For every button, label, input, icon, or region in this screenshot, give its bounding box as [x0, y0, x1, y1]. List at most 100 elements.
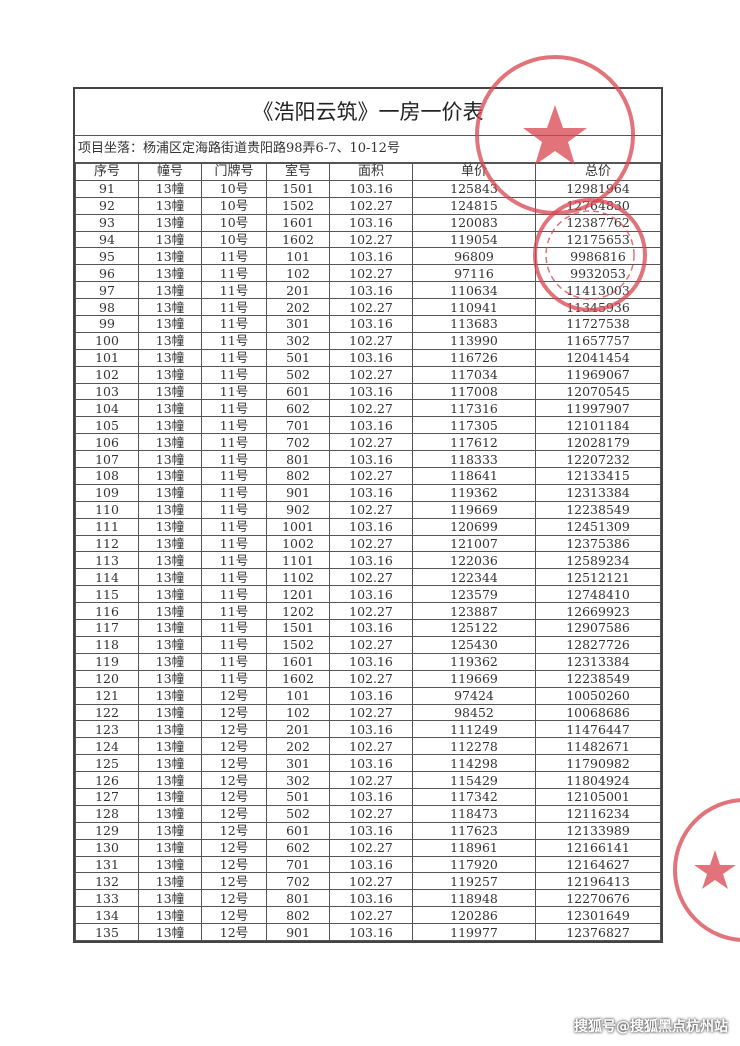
- table-cell: 103.16: [329, 382, 413, 401]
- table-cell: 301: [266, 754, 330, 773]
- table-row: 109 13幢 11号 901 103.16 119362 12313384: [75, 483, 661, 502]
- table-cell: 201: [266, 281, 330, 300]
- table-row: 98 13幢 11号 202 102.27 110941 11345936: [75, 298, 661, 317]
- table-cell: 13幢: [138, 754, 202, 773]
- table-row: 120 13幢 11号 1602 102.27 119669 12238549: [75, 669, 661, 688]
- table-cell: 11413003: [535, 281, 661, 300]
- table-cell: 11号: [201, 416, 267, 435]
- table-cell: 11号: [201, 264, 267, 283]
- table-cell: 102.27: [329, 331, 413, 350]
- table-cell: 102.27: [329, 568, 413, 587]
- table-row: 94 13幢 10号 1602 102.27 119054 12175653: [75, 230, 661, 249]
- table-cell: 12175653: [535, 230, 661, 249]
- table-cell: 13幢: [138, 568, 202, 587]
- table-row: 112 13幢 11号 1002 102.27 121007 12375386: [75, 534, 661, 553]
- watermark: 搜狐号@搜狐黑点杭州站: [574, 1019, 728, 1035]
- table-row: 127 13幢 12号 501 103.16 117342 12105001: [75, 787, 661, 806]
- table-cell: 12号: [201, 804, 267, 823]
- table-cell: 12207232: [535, 450, 661, 469]
- table-cell: 12512121: [535, 568, 661, 587]
- table-cell: 12669923: [535, 602, 661, 621]
- table-cell: 125430: [412, 635, 536, 654]
- table-cell: 12133989: [535, 821, 661, 840]
- table-cell: 1001: [266, 517, 330, 536]
- table-cell: 12907586: [535, 619, 661, 637]
- table-cell: 118473: [412, 804, 536, 823]
- table-cell: 12号: [201, 872, 267, 891]
- table-cell: 113: [75, 551, 139, 570]
- table-row: 128 13幢 12号 502 102.27 118473 12116234: [75, 804, 661, 823]
- table-cell: 302: [266, 771, 330, 789]
- table-cell: 91: [75, 179, 139, 198]
- table-cell: 601: [266, 382, 330, 401]
- table-cell: 123579: [412, 585, 536, 604]
- table-cell: 1602: [266, 230, 330, 249]
- table-cell: 102.27: [329, 737, 413, 756]
- table-cell: 1201: [266, 585, 330, 604]
- table-cell: 103.16: [329, 585, 413, 604]
- table-cell: 502: [266, 365, 330, 384]
- table-cell: 122344: [412, 568, 536, 587]
- table-cell: 13幢: [138, 635, 202, 654]
- table-cell: 11号: [201, 348, 267, 367]
- table-cell: 12827726: [535, 635, 661, 654]
- table-cell: 11号: [201, 483, 267, 502]
- table-cell: 802: [266, 906, 330, 925]
- table-cell: 10号: [201, 230, 267, 249]
- table-cell: 103.16: [329, 348, 413, 367]
- table-cell: 125: [75, 754, 139, 773]
- table-row: 124 13幢 12号 202 102.27 112278 11482671: [75, 737, 661, 756]
- table-cell: 135: [75, 923, 139, 941]
- table-cell: 9986816: [535, 247, 661, 266]
- table-row: 110 13幢 11号 902 102.27 119669 12238549: [75, 500, 661, 519]
- table-row: 114 13幢 11号 1102 102.27 122344 12512121: [75, 568, 661, 587]
- price-table: 序号 幢号 门牌号 室号 面积 单价 总价 91 13幢 10号 1501 103.16 125843…: [75, 163, 661, 941]
- table-cell: 11号: [201, 382, 267, 401]
- table-row: 126 13幢 12号 302 102.27 115429 11804924: [75, 771, 661, 789]
- table-cell: 11号: [201, 247, 267, 266]
- table-cell: 13幢: [138, 281, 202, 300]
- table-cell: 98: [75, 298, 139, 317]
- table-cell: 110941: [412, 298, 536, 317]
- table-cell: 12116234: [535, 804, 661, 823]
- table-cell: 117008: [412, 382, 536, 401]
- table-cell: 103.16: [329, 787, 413, 806]
- table-cell: 13幢: [138, 669, 202, 688]
- table-cell: 11号: [201, 298, 267, 317]
- table-cell: 12451309: [535, 517, 661, 536]
- table-cell: 11号: [201, 365, 267, 384]
- table-cell: 13幢: [138, 500, 202, 519]
- table-cell: 702: [266, 872, 330, 891]
- table-cell: 12号: [201, 686, 267, 705]
- table-cell: 10号: [201, 213, 267, 232]
- table-cell: 102.27: [329, 467, 413, 485]
- table-cell: 110634: [412, 281, 536, 300]
- table-cell: 117342: [412, 787, 536, 806]
- table-cell: 111: [75, 517, 139, 536]
- table-cell: 1502: [266, 196, 330, 215]
- table-cell: 121007: [412, 534, 536, 553]
- column-header: 面积: [329, 163, 413, 181]
- table-row: 135 13幢 12号 901 103.16 119977 12376827: [75, 923, 661, 941]
- table-cell: 13幢: [138, 331, 202, 350]
- table-cell: 117920: [412, 855, 536, 874]
- table-cell: 1002: [266, 534, 330, 553]
- table-cell: 112278: [412, 737, 536, 756]
- table-cell: 13幢: [138, 872, 202, 891]
- table-cell: 1502: [266, 635, 330, 654]
- table-cell: 102: [266, 264, 330, 283]
- table-row: 104 13幢 11号 602 102.27 117316 11997907: [75, 399, 661, 418]
- table-cell: 111249: [412, 720, 536, 739]
- table-cell: 602: [266, 838, 330, 857]
- table-cell: 902: [266, 500, 330, 519]
- table-cell: 103.16: [329, 416, 413, 435]
- table-cell: 97116: [412, 264, 536, 283]
- table-cell: 11号: [201, 517, 267, 536]
- table-row: 92 13幢 10号 1502 102.27 124815 12764830: [75, 196, 661, 215]
- table-cell: 113683: [412, 315, 536, 333]
- table-cell: 124815: [412, 196, 536, 215]
- table-cell: 12589234: [535, 551, 661, 570]
- table-cell: 119054: [412, 230, 536, 249]
- table-cell: 112: [75, 534, 139, 553]
- table-cell: 10号: [201, 179, 267, 198]
